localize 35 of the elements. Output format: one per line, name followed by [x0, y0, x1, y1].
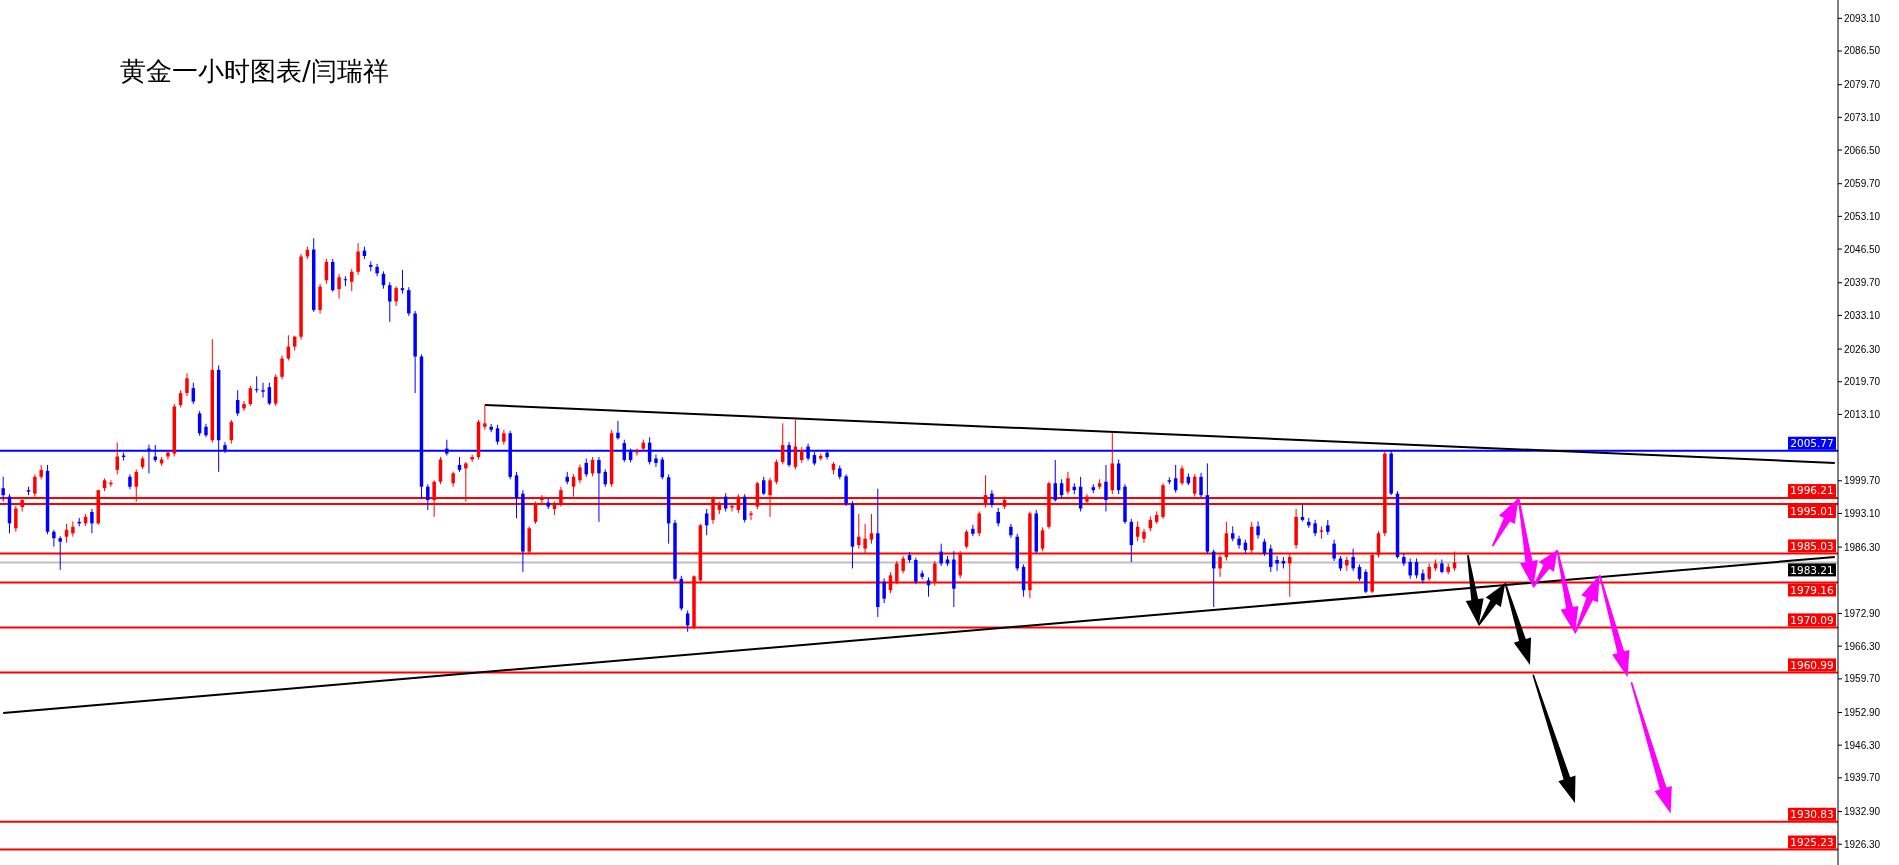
ref-line-label: 1970.09	[1790, 613, 1834, 626]
y-tick-label: 1952.90	[1844, 707, 1881, 718]
y-tick-label: 2026.30	[1844, 343, 1881, 355]
y-tick-label: 2033.10	[1844, 309, 1881, 321]
y-tick-label: 1972.90	[1844, 607, 1881, 619]
y-tick-label: 2066.50	[1844, 144, 1881, 156]
y-tick-label: 2019.70	[1844, 376, 1881, 388]
y-tick-label: 2079.70	[1844, 79, 1881, 91]
y-tick-label: 2039.70	[1844, 277, 1881, 289]
ref-line-label: 1925.23	[1790, 835, 1834, 848]
y-tick-label: 1993.10	[1844, 507, 1881, 519]
y-tick-label: 2053.10	[1844, 210, 1881, 222]
y-tick-label: 2059.70	[1844, 178, 1881, 190]
ref-line-label: 1979.16	[1790, 583, 1835, 596]
y-tick-label: 1939.70	[1844, 772, 1881, 784]
y-tick-label: 1999.70	[1844, 475, 1881, 487]
y-tick-label: 2086.50	[1844, 45, 1881, 57]
ref-line-label: 1996.21	[1790, 484, 1834, 497]
ref-line-label: 1930.83	[1790, 807, 1834, 820]
ref-line-label: 1960.99	[1790, 658, 1834, 671]
y-tick-label: 1986.30	[1844, 541, 1881, 553]
y-tick-label: 1932.90	[1844, 806, 1881, 818]
ref-line-label: 1983.21	[1790, 563, 1834, 576]
y-tick-label: 1946.30	[1844, 739, 1881, 751]
text: 黄金一小时图表/闫瑞祥	[120, 56, 389, 86]
y-tick-label: 1959.70	[1844, 673, 1881, 685]
ref-line-label: 1995.01	[1790, 505, 1834, 518]
ref-line-label: 2005.77	[1790, 436, 1834, 449]
y-tick-label: 1966.30	[1844, 640, 1881, 652]
y-tick-label: 2046.50	[1844, 243, 1881, 255]
ref-line-label: 1985.03	[1790, 539, 1834, 552]
y-tick-label: 2073.10	[1844, 111, 1881, 123]
y-tick-label: 2013.10	[1844, 408, 1881, 420]
y-tick-label: 1926.30	[1844, 838, 1881, 850]
y-tick-label: 2093.10	[1844, 12, 1881, 24]
